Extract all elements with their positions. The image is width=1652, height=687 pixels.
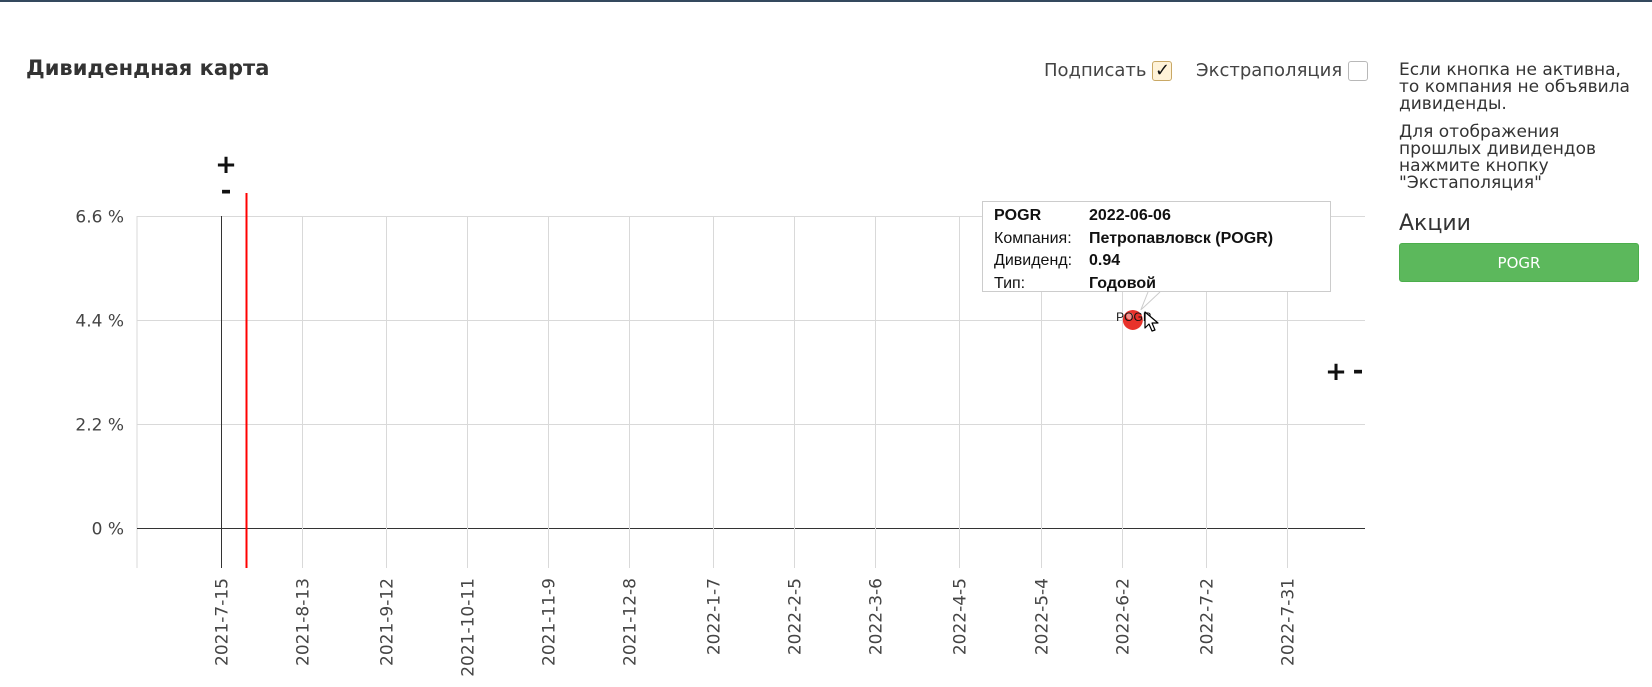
point-layer[interactable]: POGR xyxy=(1116,291,1161,330)
tooltip-company-label: Компания: xyxy=(994,229,1072,247)
y-zoom-in-button[interactable]: + xyxy=(215,150,237,180)
point-label: POGR xyxy=(1116,310,1152,324)
extrapolation-option[interactable]: Экстраполяция xyxy=(1196,60,1369,81)
extrapolation-label: Экстраполяция xyxy=(1196,60,1343,81)
x-tick-label: 2021-8-13 xyxy=(294,578,314,666)
page-title: Дивидендная карта xyxy=(26,56,270,80)
x-tick-label: 2022-7-2 xyxy=(1198,578,1218,655)
tooltip-dividend-value: 0.94 xyxy=(1089,252,1121,269)
tooltip-pointer xyxy=(1140,291,1161,311)
point-highlight xyxy=(1126,312,1134,320)
extrapolation-checkbox[interactable] xyxy=(1348,60,1369,81)
x-tick-label: 2021-7-15 xyxy=(213,578,233,666)
x-zoom-in-button[interactable]: + xyxy=(1325,357,1347,387)
shares-title: Акции xyxy=(1399,211,1471,236)
x-tick-label: 2022-3-6 xyxy=(867,578,887,655)
tooltip-company-value: Петропавловск (POGR) xyxy=(1089,229,1274,247)
past-dividends-note: Для отображения прошлых дивидендов нажми… xyxy=(1399,122,1596,193)
tooltip-ticker: POGR xyxy=(994,207,1042,224)
y-tick-label: 4.4 % xyxy=(75,312,124,332)
y-zoom-out-button[interactable]: - xyxy=(221,176,232,206)
x-tick-label: 2022-2-5 xyxy=(786,578,806,655)
y-tick-label: 0 % xyxy=(92,520,124,540)
mouse-cursor-icon xyxy=(1144,311,1159,332)
x-zoom-out-button[interactable]: - xyxy=(1353,356,1364,386)
y-tick-label: 6.6 % xyxy=(75,208,124,228)
tooltip-type-label: Тип: xyxy=(994,274,1026,292)
sign-label: Подписать xyxy=(1044,60,1147,81)
x-tick-label: 2022-7-31 xyxy=(1279,578,1299,666)
tooltip-dividend-label: Дивиденд: xyxy=(994,252,1073,269)
share-button-pogr[interactable]: POGR xyxy=(1399,243,1639,282)
check-icon: ✓ xyxy=(1154,59,1171,81)
tooltip-type-value: Годовой xyxy=(1089,274,1156,292)
dividend-point-pogr[interactable] xyxy=(1122,309,1143,330)
x-tick-label: 2022-5-4 xyxy=(1033,578,1053,655)
axis-layer: 0 % 2.2 % 4.4 % 6.6 % 2021-7-15 2021-8-13 2021… xyxy=(75,208,1298,677)
tooltip-date: 2022-06-06 xyxy=(1089,207,1171,224)
x-tick-label: 2021-12-8 xyxy=(621,578,641,666)
x-tick-label: 2021-10-11 xyxy=(459,578,479,677)
inactive-note: Если кнопка не активна, то компания не о… xyxy=(1399,60,1630,114)
sign-checkbox[interactable]: ✓ xyxy=(1152,59,1173,81)
dividend-tooltip: POGR 2022-06-06 Компания: Петропавловск … xyxy=(982,201,1331,292)
header-border xyxy=(0,0,1652,2)
x-tick-label: 2022-1-7 xyxy=(705,578,725,655)
x-tick-label: 2021-9-12 xyxy=(378,578,398,666)
sign-option[interactable]: Подписать ✓ xyxy=(1044,59,1173,81)
zoom-layer[interactable]: +-+ - xyxy=(215,150,1363,387)
x-tick-label: 2022-4-5 xyxy=(951,578,971,655)
x-tick-label: 2022-6-2 xyxy=(1114,578,1134,655)
x-tick-label: 2021-11-9 xyxy=(540,578,560,666)
y-tick-label: 2.2 % xyxy=(75,416,124,436)
